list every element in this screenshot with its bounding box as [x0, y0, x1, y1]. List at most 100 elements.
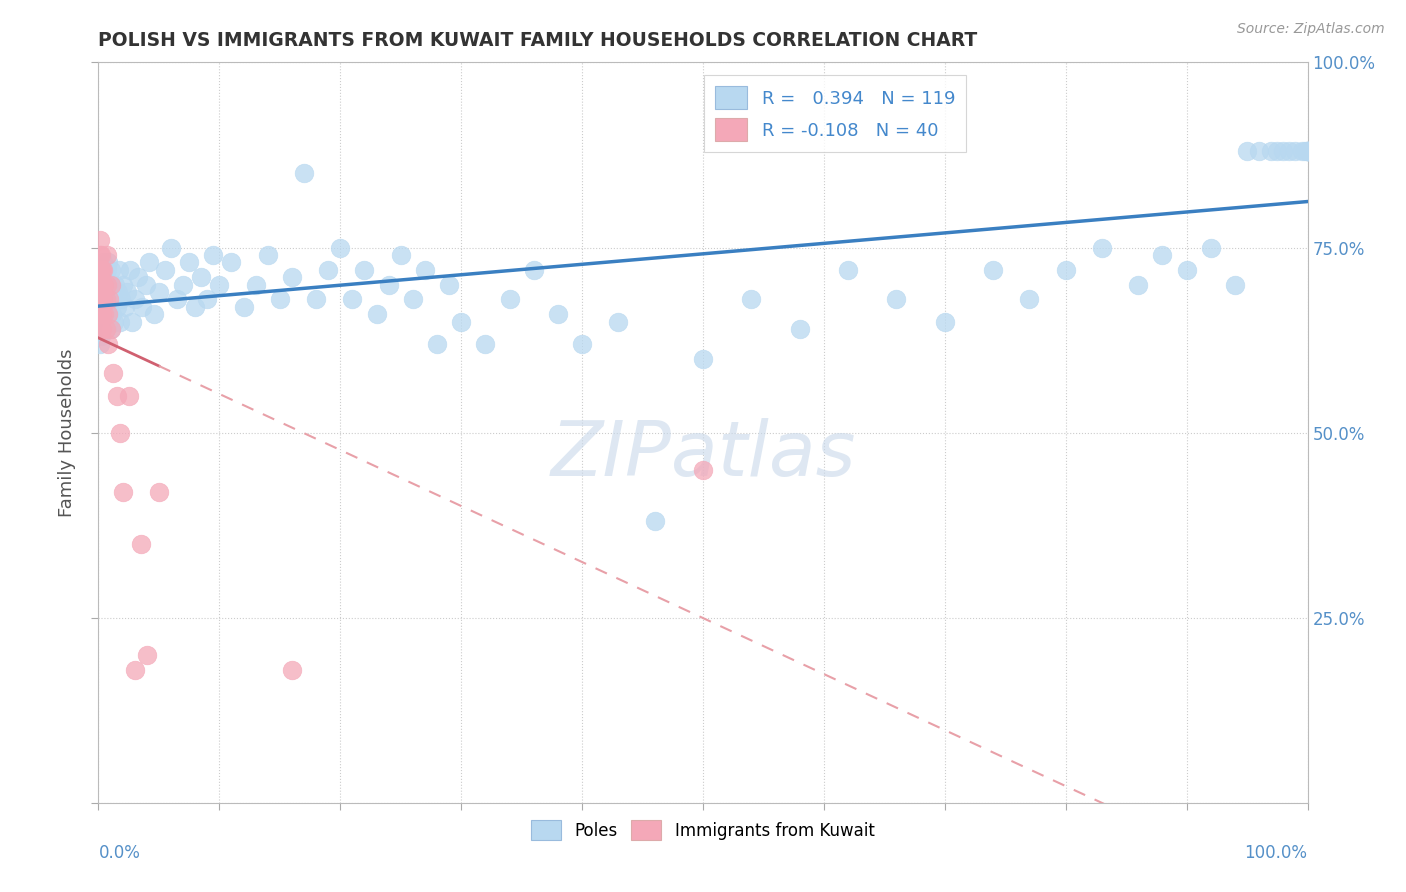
Text: 100.0%: 100.0% — [1244, 844, 1308, 862]
Point — [184, 300, 207, 314]
Point — [90, 262, 112, 277]
Point — [523, 262, 546, 277]
Point — [1152, 248, 1174, 262]
Text: POLISH VS IMMIGRANTS FROM KUWAIT FAMILY HOUSEHOLDS CORRELATION CHART: POLISH VS IMMIGRANTS FROM KUWAIT FAMILY … — [98, 30, 977, 50]
Point — [1018, 293, 1040, 307]
Point — [190, 270, 212, 285]
Point — [1260, 145, 1282, 159]
Point — [789, 322, 811, 336]
Point — [89, 233, 111, 247]
Point — [179, 255, 201, 269]
Text: Source: ZipAtlas.com: Source: ZipAtlas.com — [1237, 22, 1385, 37]
Point — [1278, 145, 1301, 159]
Point — [90, 314, 112, 328]
Point — [108, 425, 131, 440]
Point — [91, 262, 114, 277]
Point — [94, 293, 117, 307]
Point — [90, 329, 112, 343]
Point — [292, 166, 315, 180]
Point — [402, 293, 425, 307]
Point — [100, 277, 122, 292]
Point — [329, 240, 352, 255]
Point — [94, 322, 117, 336]
Point — [97, 307, 120, 321]
Point — [316, 262, 339, 277]
Point — [1296, 145, 1319, 159]
Point — [232, 300, 254, 314]
Point — [89, 322, 111, 336]
Point — [97, 255, 120, 269]
Point — [90, 277, 112, 292]
Point — [1291, 145, 1313, 159]
Point — [269, 293, 291, 307]
Point — [97, 336, 120, 351]
Point — [202, 248, 225, 262]
Point — [571, 336, 593, 351]
Point — [98, 293, 121, 307]
Point — [96, 262, 118, 277]
Point — [607, 314, 630, 328]
Point — [100, 293, 122, 307]
Point — [366, 307, 388, 321]
Text: 0.0%: 0.0% — [98, 844, 141, 862]
Point — [100, 322, 122, 336]
Point — [94, 270, 117, 285]
Point — [105, 300, 128, 314]
Point — [124, 663, 146, 677]
Point — [100, 307, 122, 321]
Point — [886, 293, 908, 307]
Point — [121, 314, 143, 328]
Point — [114, 300, 136, 314]
Point — [245, 277, 267, 292]
Point — [90, 307, 112, 321]
Point — [644, 515, 666, 529]
Point — [934, 314, 956, 328]
Point — [90, 248, 112, 262]
Point — [1296, 145, 1319, 159]
Point — [98, 300, 121, 314]
Point — [94, 322, 117, 336]
Point — [103, 314, 125, 328]
Point — [1054, 262, 1077, 277]
Point — [91, 293, 114, 307]
Point — [1294, 145, 1316, 159]
Point — [1091, 240, 1114, 255]
Point — [104, 277, 127, 292]
Point — [97, 314, 120, 328]
Point — [108, 314, 131, 328]
Point — [107, 285, 129, 299]
Point — [91, 307, 114, 321]
Point — [1272, 145, 1295, 159]
Point — [124, 293, 146, 307]
Text: ZIPatlas: ZIPatlas — [550, 417, 856, 491]
Point — [111, 484, 134, 499]
Point — [1296, 145, 1319, 159]
Point — [101, 367, 124, 381]
Point — [281, 270, 304, 285]
Point — [1199, 240, 1222, 255]
Point — [118, 262, 141, 277]
Point — [195, 293, 218, 307]
Point — [498, 293, 520, 307]
Point — [221, 255, 243, 269]
Point — [1296, 145, 1319, 159]
Point — [93, 307, 115, 321]
Point — [377, 277, 399, 292]
Point — [160, 240, 183, 255]
Point — [93, 307, 115, 321]
Point — [89, 277, 111, 292]
Point — [353, 262, 375, 277]
Point — [474, 336, 496, 351]
Point — [93, 277, 115, 292]
Point — [135, 277, 157, 292]
Point — [89, 293, 111, 307]
Point — [127, 270, 149, 285]
Point — [1249, 145, 1271, 159]
Point — [118, 388, 141, 402]
Point — [138, 255, 160, 269]
Point — [342, 293, 364, 307]
Point — [91, 285, 114, 299]
Point — [135, 648, 157, 662]
Point — [208, 277, 231, 292]
Point — [1223, 277, 1246, 292]
